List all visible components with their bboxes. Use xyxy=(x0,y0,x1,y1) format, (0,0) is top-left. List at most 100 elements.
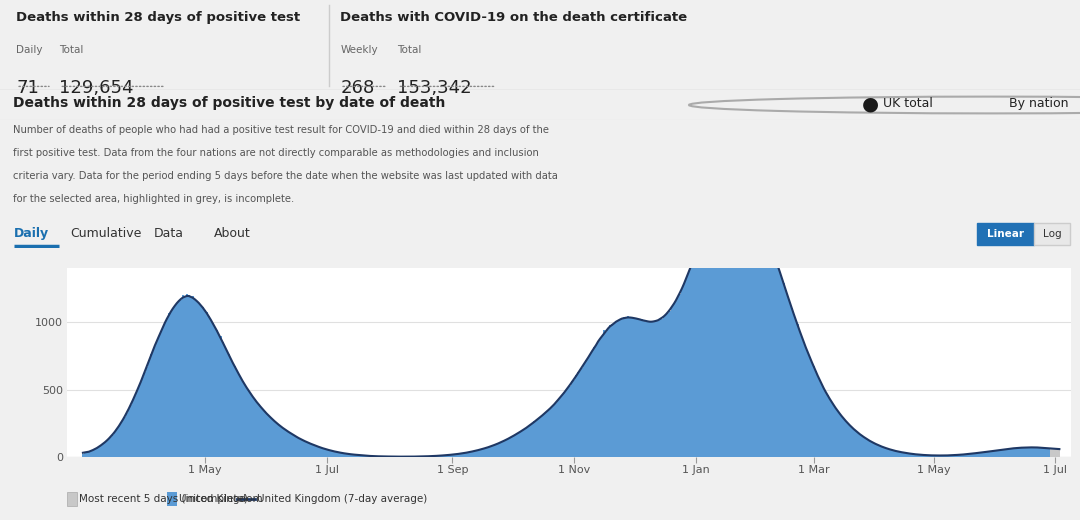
Bar xyxy=(144,372,146,457)
Bar xyxy=(174,306,176,457)
Bar xyxy=(162,327,164,457)
Bar xyxy=(126,413,127,457)
Bar xyxy=(943,456,945,457)
Bar xyxy=(318,447,320,457)
Bar xyxy=(160,331,162,457)
Text: 268: 268 xyxy=(340,79,375,97)
Bar xyxy=(343,453,346,457)
Bar xyxy=(447,455,449,457)
Bar xyxy=(195,301,198,457)
Bar xyxy=(1023,447,1025,457)
Bar xyxy=(357,455,360,457)
Bar xyxy=(1007,449,1009,457)
Bar xyxy=(793,315,795,457)
Bar xyxy=(268,416,270,457)
Bar xyxy=(150,354,152,457)
Bar xyxy=(915,454,917,457)
Bar xyxy=(1009,448,1011,457)
Bar xyxy=(823,389,825,457)
Bar xyxy=(315,446,318,457)
Bar xyxy=(805,348,807,457)
Bar xyxy=(275,423,278,457)
Bar xyxy=(242,381,244,457)
Bar xyxy=(499,443,501,457)
Bar xyxy=(1012,448,1014,457)
Bar xyxy=(232,362,233,457)
Bar xyxy=(910,454,913,457)
Bar xyxy=(216,330,218,457)
Bar xyxy=(759,218,760,457)
Bar xyxy=(701,239,703,457)
Bar xyxy=(1000,450,1002,457)
Bar xyxy=(67,492,77,505)
Text: Number of deaths of people who had had a positive test result for COVID-19 and d: Number of deaths of people who had had a… xyxy=(13,125,549,135)
Bar xyxy=(974,453,976,457)
Bar xyxy=(329,451,332,457)
Bar xyxy=(228,354,230,457)
Bar xyxy=(551,406,553,457)
Bar xyxy=(252,397,254,457)
Bar xyxy=(783,283,785,457)
Bar xyxy=(214,327,216,457)
Text: United Kingdom: United Kingdom xyxy=(179,494,262,504)
Bar xyxy=(896,451,899,457)
Bar xyxy=(1054,449,1056,457)
Text: Total: Total xyxy=(59,45,84,55)
Bar xyxy=(473,451,475,457)
Bar xyxy=(797,324,799,457)
Bar xyxy=(355,455,357,457)
Bar xyxy=(955,455,957,457)
Bar xyxy=(741,190,743,457)
Bar xyxy=(972,453,974,457)
Bar xyxy=(353,454,355,457)
Bar xyxy=(667,313,669,457)
Bar xyxy=(771,248,773,457)
Bar xyxy=(224,347,226,457)
Bar xyxy=(82,453,84,457)
Bar xyxy=(623,317,625,457)
Bar xyxy=(635,319,637,457)
Bar xyxy=(94,449,96,457)
Bar xyxy=(699,244,701,457)
Bar xyxy=(102,444,104,457)
Bar xyxy=(669,310,671,457)
Bar xyxy=(90,451,92,457)
Bar xyxy=(747,196,748,457)
Bar xyxy=(513,436,515,457)
Bar xyxy=(625,317,627,457)
Bar xyxy=(156,342,158,457)
Bar xyxy=(247,391,249,457)
Bar xyxy=(627,316,629,457)
Bar xyxy=(296,437,298,457)
Bar xyxy=(334,451,336,457)
Bar xyxy=(132,400,134,457)
Bar xyxy=(854,431,856,457)
Bar xyxy=(444,456,445,457)
Text: 71: 71 xyxy=(16,79,39,97)
Bar xyxy=(456,454,457,457)
Bar xyxy=(894,451,896,457)
Bar xyxy=(1056,449,1058,457)
Bar xyxy=(616,321,617,457)
Bar xyxy=(581,368,583,457)
Bar xyxy=(767,237,769,457)
Bar xyxy=(325,449,327,457)
Bar xyxy=(705,229,707,457)
Bar xyxy=(828,399,831,457)
Bar xyxy=(879,446,880,457)
Bar xyxy=(440,456,442,457)
Bar xyxy=(178,301,179,457)
Bar xyxy=(461,453,463,457)
Bar xyxy=(459,454,461,457)
Bar xyxy=(487,447,489,457)
Bar xyxy=(567,388,569,457)
Bar xyxy=(480,450,482,457)
Bar xyxy=(1040,448,1042,457)
Bar xyxy=(205,311,207,457)
Bar xyxy=(585,360,588,457)
Bar xyxy=(825,393,827,457)
Bar xyxy=(743,190,745,457)
Bar xyxy=(708,217,711,457)
Bar xyxy=(120,423,122,457)
Bar xyxy=(557,400,559,457)
